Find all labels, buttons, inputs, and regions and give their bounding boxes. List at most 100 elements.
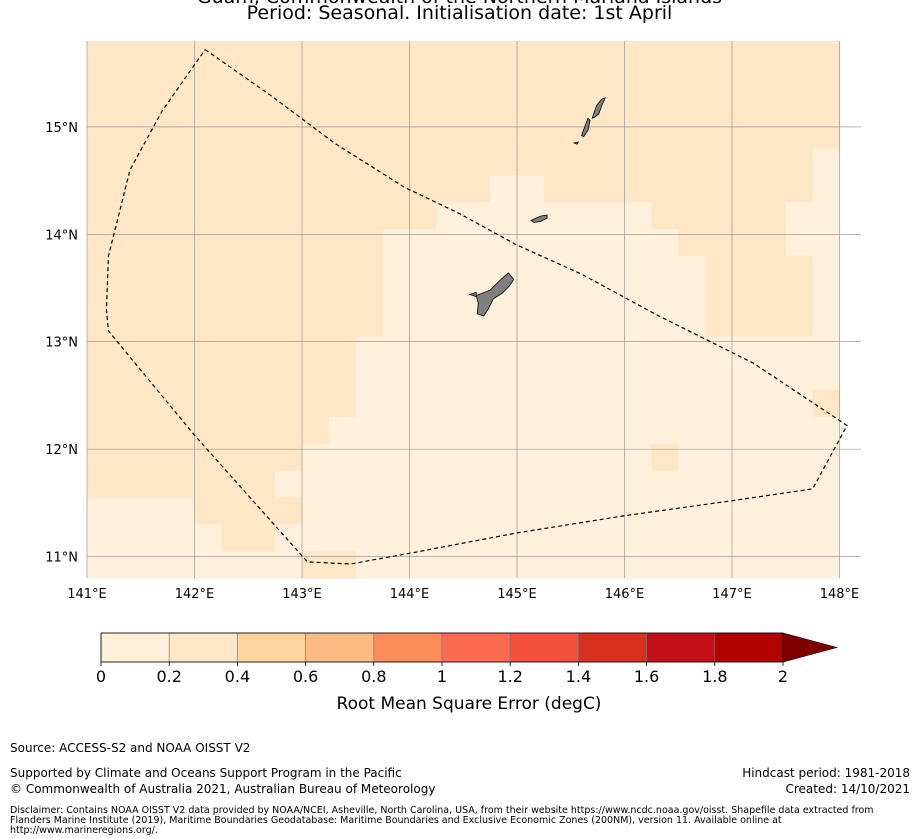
island-outlines — [468, 97, 606, 317]
rmse-cell — [221, 255, 249, 284]
rmse-cell — [651, 41, 679, 69]
rmse-cell — [651, 336, 679, 364]
rmse-cell — [678, 336, 706, 364]
rmse-cell — [490, 497, 518, 525]
rmse-cell — [302, 470, 330, 499]
rmse-cell — [785, 363, 814, 391]
rmse-cell — [302, 282, 330, 311]
rmse-cell — [167, 228, 196, 257]
rmse-cell — [87, 255, 115, 284]
rmse-cell — [678, 363, 706, 391]
rmse-cell — [87, 67, 115, 96]
rmse-cell — [705, 282, 733, 311]
rmse-cell — [463, 94, 491, 123]
rmse-cell — [597, 282, 626, 311]
rmse-cell — [87, 524, 115, 552]
rmse-cell — [382, 175, 411, 203]
rmse-cell — [167, 94, 196, 123]
rmse-cell — [167, 524, 196, 552]
rmse-cell — [302, 390, 330, 418]
rmse-cell — [651, 551, 679, 579]
colorbar-tick-label: 1 — [437, 667, 447, 686]
rmse-cell — [248, 336, 276, 364]
rmse-cell — [543, 255, 572, 284]
rmse-cell — [732, 551, 760, 579]
rmse-cell — [597, 416, 626, 445]
rmse-cell — [275, 255, 303, 284]
rmse-cell — [758, 148, 787, 176]
rmse-cell — [382, 390, 411, 418]
rmse-cell — [248, 309, 276, 337]
rmse-cell — [732, 202, 760, 230]
colorbar-bin — [441, 632, 511, 663]
rmse-cell — [409, 390, 437, 418]
rmse-cell — [382, 255, 411, 284]
rmse-cell — [194, 202, 222, 230]
rmse-cell — [328, 363, 357, 391]
rmse-cell — [812, 121, 841, 149]
rmse-cell — [624, 497, 652, 525]
rmse-cell — [113, 497, 142, 525]
rmse-cell — [570, 416, 599, 445]
colorbar-tick-label: 0.6 — [293, 667, 318, 686]
rmse-cell — [678, 175, 706, 203]
rmse-cell — [87, 551, 115, 579]
rmse-cell — [490, 148, 518, 176]
rmse-cell — [275, 470, 303, 499]
rmse-cell — [140, 94, 169, 123]
rmse-cell — [113, 416, 142, 445]
rmse-cell — [248, 94, 276, 123]
rmse-cell — [436, 551, 464, 579]
rmse-cell — [194, 175, 222, 203]
rmse-cell — [543, 470, 572, 499]
rmse-cell — [328, 309, 357, 337]
lat-tick-label: 14°N — [45, 228, 78, 243]
rmse-cell — [570, 443, 599, 472]
rmse-cell — [221, 470, 249, 499]
colorbar-tick-label: 1.6 — [634, 667, 659, 686]
rmse-cell — [275, 497, 303, 525]
rmse-cell — [355, 551, 384, 579]
rmse-cell — [355, 363, 384, 391]
rmse-cell — [463, 497, 491, 525]
rmse-cell — [517, 41, 545, 69]
rmse-cell — [490, 175, 518, 203]
rmse-cell — [194, 470, 222, 499]
rmse-cell — [785, 443, 814, 472]
rmse-cell — [436, 255, 464, 284]
rmse-cell — [678, 41, 706, 69]
rmse-cell — [113, 443, 142, 472]
rmse-cell — [302, 309, 330, 337]
rmse-cell — [355, 255, 384, 284]
rmse-cell — [302, 363, 330, 391]
rmse-cell — [732, 309, 760, 337]
rmse-cell — [812, 416, 841, 445]
rmse-cell — [113, 228, 142, 257]
rmse-cell — [194, 551, 222, 579]
rmse-cell — [517, 416, 545, 445]
rmse-cell — [597, 148, 626, 176]
rmse-cell — [570, 94, 599, 123]
rmse-cell — [436, 121, 464, 149]
rmse-cell — [705, 67, 733, 96]
rmse-cell — [436, 175, 464, 203]
supported-text: Supported by Climate and Oceans Support … — [10, 766, 402, 780]
rmse-cell — [463, 524, 491, 552]
rmse-cell — [490, 551, 518, 579]
rmse-cell — [758, 309, 787, 337]
rmse-cell — [812, 255, 841, 284]
rmse-cell — [436, 363, 464, 391]
rmse-cell — [758, 390, 787, 418]
rmse-cell — [785, 282, 814, 311]
rmse-cell — [651, 524, 679, 552]
rmse-cell — [167, 282, 196, 311]
rmse-cell — [275, 524, 303, 552]
rmse-cell — [355, 390, 384, 418]
rmse-cell — [248, 148, 276, 176]
rmse-cell — [355, 470, 384, 499]
rmse-cell — [785, 524, 814, 552]
rmse-cell — [113, 551, 142, 579]
rmse-cell — [167, 41, 196, 69]
rmse-cell — [113, 255, 142, 284]
colorbar-tick-label: 0 — [96, 667, 106, 686]
